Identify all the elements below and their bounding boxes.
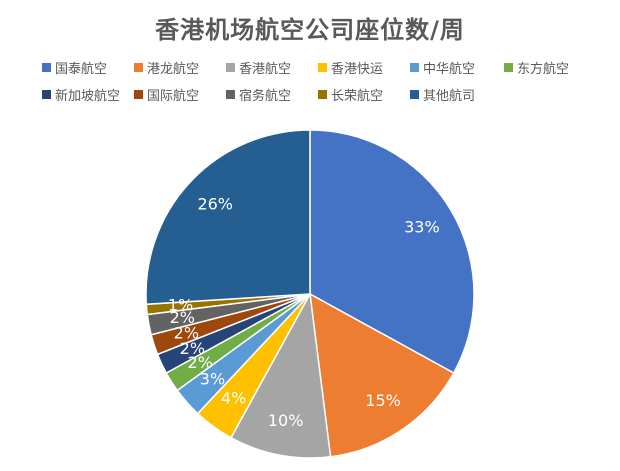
legend-label: 香港航空	[239, 62, 292, 77]
slice-value-label: 33%	[404, 217, 440, 236]
slice-value-label: 2%	[174, 324, 199, 343]
legend-swatch	[226, 90, 235, 99]
pie-slice	[229, 291, 332, 459]
legend-item: 长荣航空	[318, 85, 410, 104]
slice-value-label: 26%	[197, 195, 233, 214]
pie-slice	[145, 129, 311, 306]
legend-label: 新加坡航空	[55, 89, 121, 104]
chart-title: 香港机场航空公司座位数/周	[155, 16, 465, 44]
legend-item: 新加坡航空	[42, 85, 134, 104]
legend-swatch	[318, 90, 327, 99]
legend-item: 其他航司	[410, 85, 504, 104]
legend-item: 中华航空	[410, 58, 504, 77]
pie-slice	[309, 292, 455, 458]
slice-value-label: 1%	[168, 296, 193, 315]
legend-label: 其他航司	[423, 89, 476, 104]
legend-swatch	[504, 63, 513, 72]
legend-swatch	[410, 90, 419, 99]
legend-swatch	[42, 90, 51, 99]
legend-label: 国际航空	[147, 89, 200, 104]
legend-item: 国际航空	[134, 85, 226, 104]
pie-slice	[309, 129, 475, 375]
legend-label: 香港快运	[331, 62, 384, 77]
slice-value-label: 2%	[180, 339, 205, 358]
legend-label: 港龙航空	[147, 62, 200, 77]
legend-label: 长荣航空	[331, 89, 384, 104]
slice-value-label: 15%	[365, 391, 401, 410]
legend-swatch	[318, 63, 327, 72]
legend-label: 宿务航空	[239, 89, 292, 104]
slice-value-label: 10%	[268, 411, 304, 430]
legend-swatch	[226, 63, 235, 72]
legend-swatch	[42, 63, 51, 72]
legend-item: 港龙航空	[134, 58, 226, 77]
slice-value-label: 2%	[188, 353, 213, 372]
legend-item: 香港快运	[318, 58, 410, 77]
slice-value-label: 3%	[200, 369, 225, 388]
legend-item: 宿务航空	[226, 85, 318, 104]
slice-value-label: 2%	[170, 308, 195, 327]
chart-legend: 国泰航空 港龙航空 香港航空 香港快运 中华航空 东方航空新加坡航空 国际航空 宿务航空 长荣航…	[42, 58, 602, 104]
legend-item: 香港航空	[226, 58, 318, 77]
legend-swatch	[410, 63, 419, 72]
legend-label: 东方航空	[517, 62, 570, 77]
slice-value-label: 4%	[221, 389, 246, 408]
legend-label: 中华航空	[423, 62, 476, 77]
legend-swatch	[134, 90, 143, 99]
legend-item: 东方航空	[504, 58, 596, 77]
legend-item: 国泰航空	[42, 58, 134, 77]
legend-label: 国泰航空	[55, 62, 108, 77]
legend-swatch	[134, 63, 143, 72]
